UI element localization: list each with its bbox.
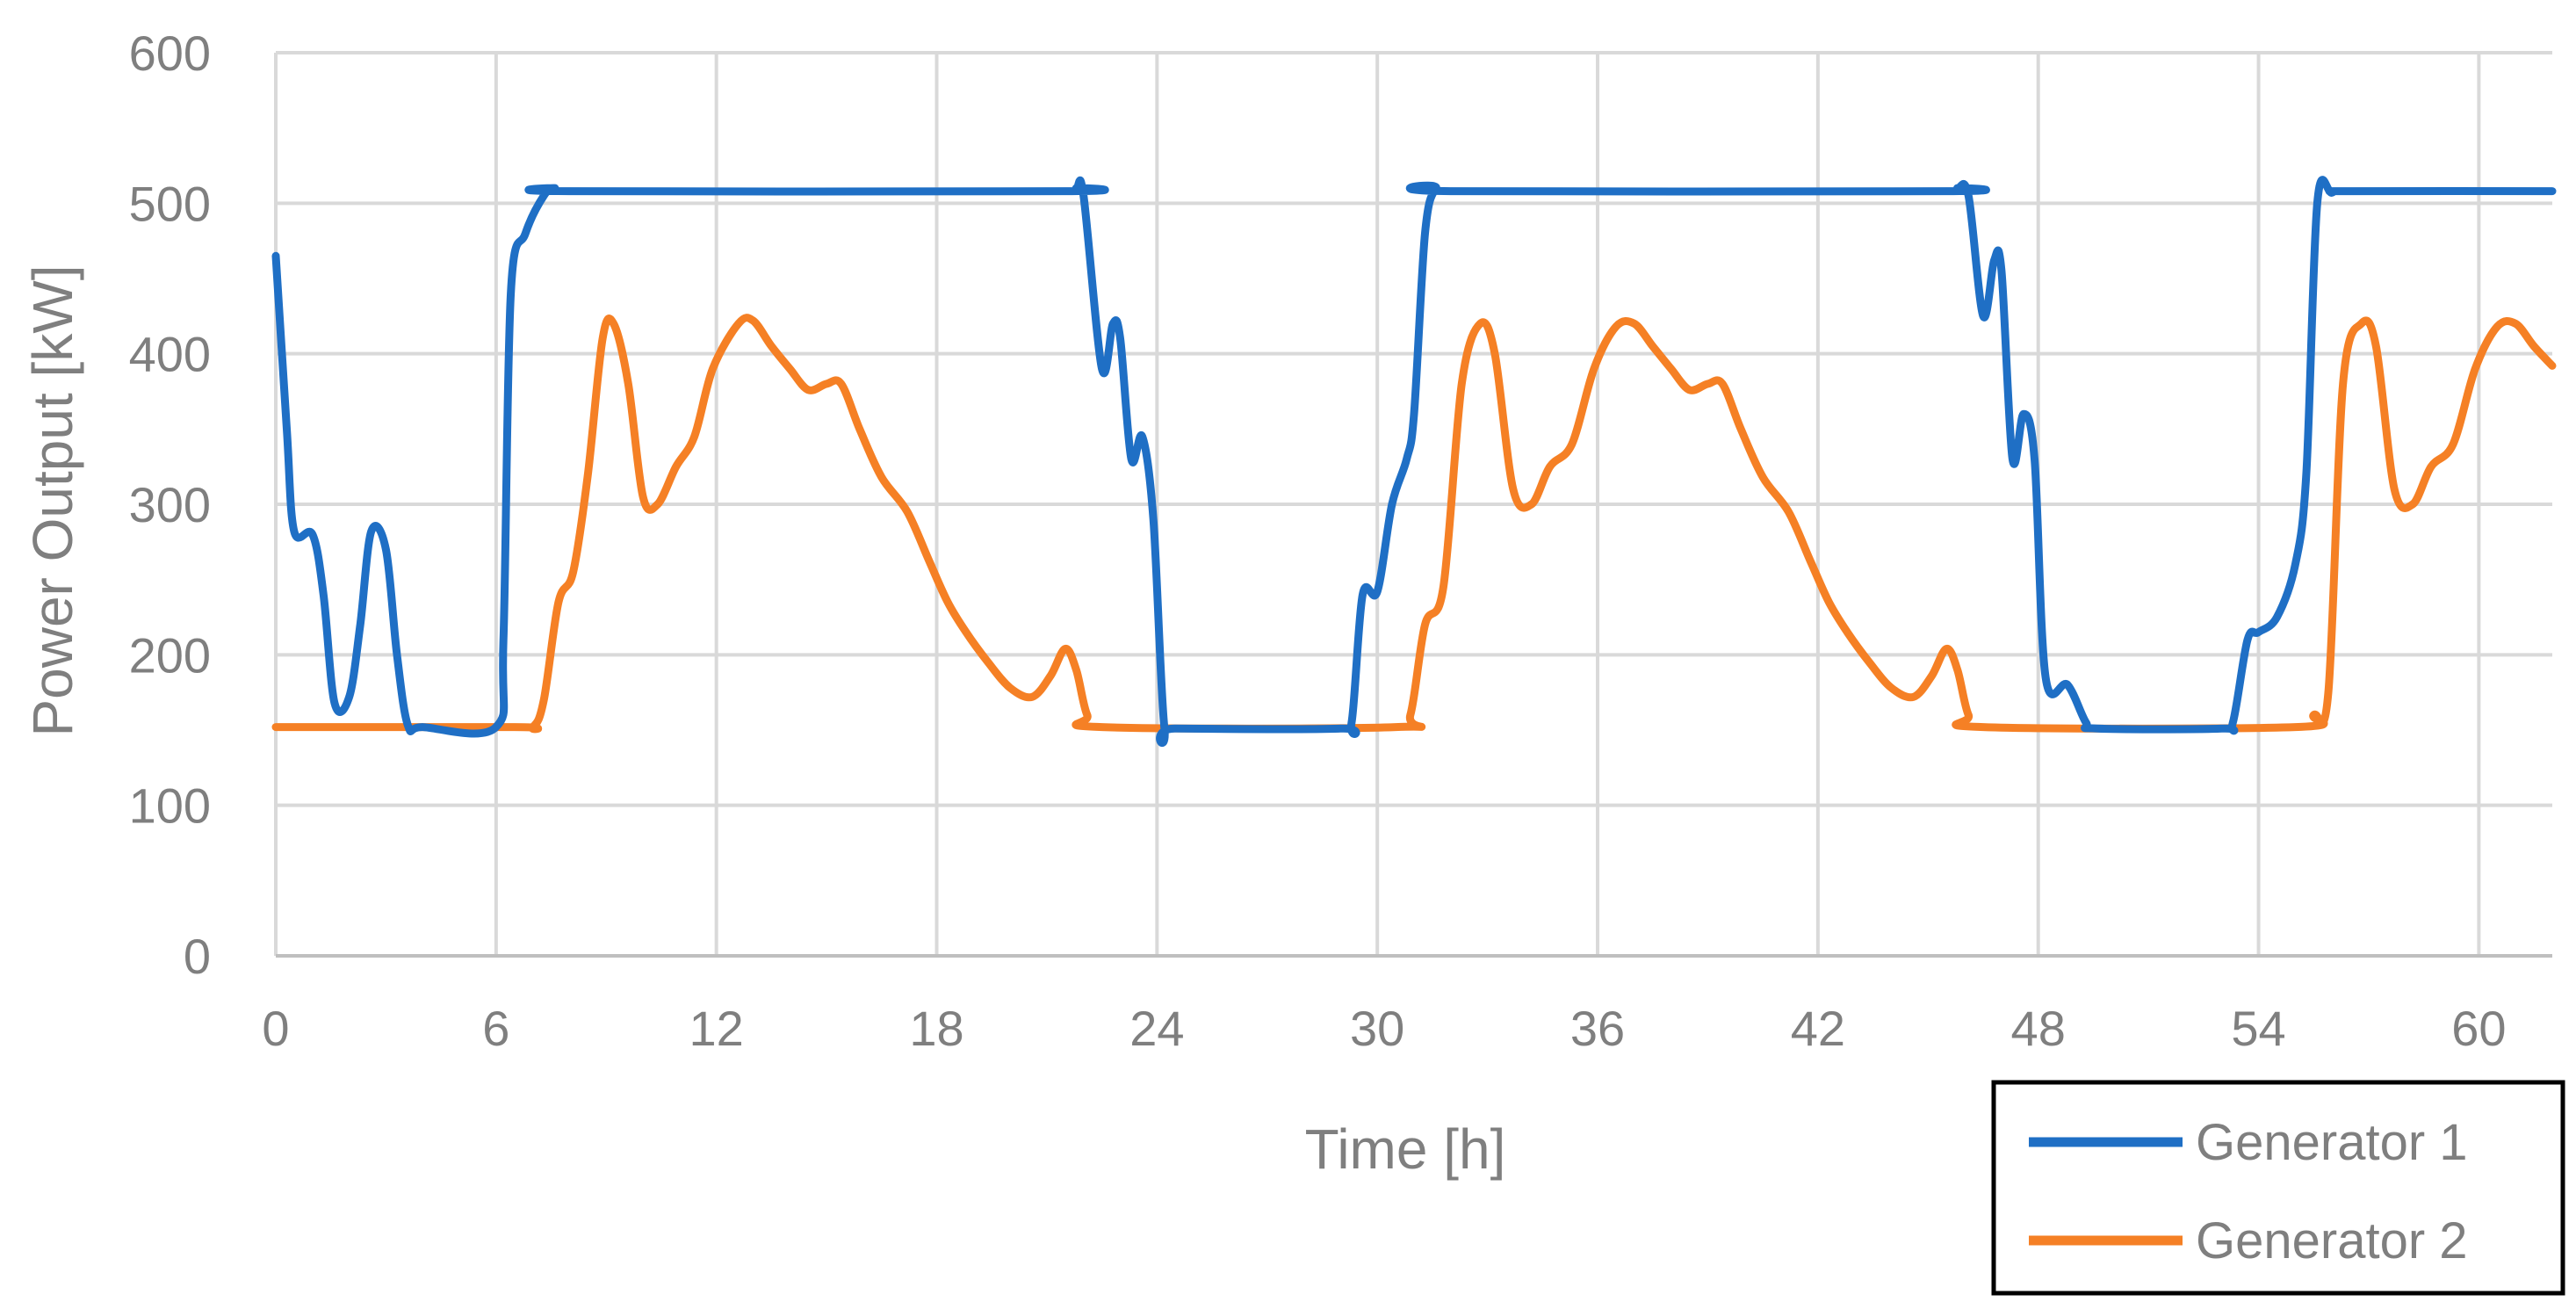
x-tick-label: 18 <box>909 1001 963 1056</box>
y-tick-label: 300 <box>129 477 211 532</box>
series <box>271 176 2557 748</box>
x-tick-label: 48 <box>2011 1001 2066 1056</box>
legend-box <box>1991 1080 2565 1296</box>
x-tick-label: 36 <box>1570 1001 1625 1056</box>
x-tick-label: 60 <box>2451 1001 2506 1056</box>
legend-label-2: Generator 2 <box>2196 1212 2468 1269</box>
y-tick-labels: 0 100 200 300 400 500 600 <box>129 25 211 984</box>
x-tick-labels: 0 6 12 18 24 30 36 42 48 54 60 <box>262 1001 2506 1056</box>
x-tick-label: 42 <box>1791 1001 1845 1056</box>
x-tick-label: 0 <box>262 1001 289 1056</box>
y-tick-label: 100 <box>129 778 211 834</box>
legend-label-1: Generator 1 <box>2196 1114 2468 1171</box>
y-tick-label: 400 <box>129 327 211 382</box>
series-line-1 <box>271 176 2557 748</box>
y-tick-label: 600 <box>129 25 211 81</box>
x-tick-label: 12 <box>689 1001 744 1056</box>
x-tick-label: 54 <box>2231 1001 2285 1056</box>
x-tick-label: 6 <box>482 1001 509 1056</box>
x-axis-title: Time [h] <box>1305 1117 1506 1181</box>
y-axis-title: Power Output [kW] <box>21 264 84 736</box>
y-tick-label: 500 <box>129 176 211 231</box>
y-tick-label: 200 <box>129 627 211 683</box>
x-tick-label: 24 <box>1129 1001 1184 1056</box>
y-tick-label: 0 <box>184 929 211 984</box>
legend: Generator 1 Generator 2 <box>1991 1080 2565 1296</box>
x-tick-label: 30 <box>1350 1001 1404 1056</box>
series-line-2 <box>271 314 2557 734</box>
